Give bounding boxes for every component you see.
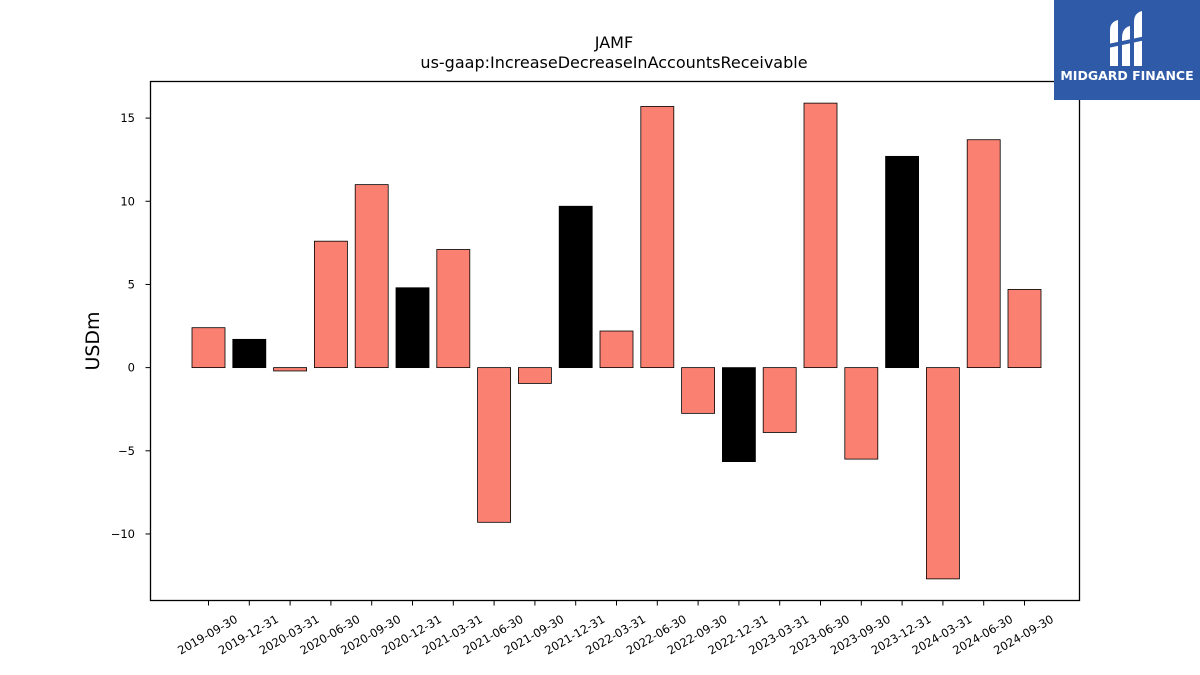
chart-title: JAMF [594, 33, 633, 52]
bar-2019-09-30 [191, 327, 226, 369]
bar-2020-12-31 [395, 287, 430, 369]
bar-2021-06-30 [477, 367, 512, 523]
plot-area-frame [149, 80, 1081, 602]
y-tick-label: −5 [118, 444, 135, 458]
bar-2020-09-30 [354, 184, 389, 369]
y-axis-ticks: 15 10 5 0 −5 −10 [111, 111, 151, 541]
bar-2024-03-31 [926, 367, 960, 580]
logo-text: MIDGARD FINANCE [1060, 68, 1194, 83]
bar-2022-12-31 [722, 367, 756, 463]
y-tick-label: 0 [128, 361, 135, 375]
bar-2023-03-31 [762, 367, 797, 433]
y-tick-label: 10 [120, 194, 135, 208]
chart-subtitle: us-gaap:IncreaseDecreaseInAccountsReceiv… [420, 53, 807, 72]
y-axis-label: USDm [82, 311, 104, 370]
bar-2023-12-31 [885, 155, 919, 369]
x-axis-ticks: 2019-09-302019-12-312020-03-312020-06-30… [175, 600, 1056, 658]
midgard-finance-logo: MIDGARD FINANCE [1054, 0, 1200, 100]
midgard-logo-icon [1108, 11, 1146, 66]
bar-2021-09-30 [518, 367, 552, 384]
bar-2023-09-30 [844, 367, 879, 460]
y-tick-label: −10 [111, 527, 135, 541]
bar-2021-03-31 [436, 249, 471, 369]
y-tick-label: 5 [128, 277, 135, 291]
bar-2020-06-30 [313, 240, 348, 369]
bar-2024-09-30 [1007, 289, 1042, 369]
bars-group [191, 102, 1042, 580]
bar-2020-03-31 [273, 367, 308, 372]
bar-2021-12-31 [558, 205, 593, 369]
bar-2022-09-30 [681, 367, 715, 414]
bar-2023-06-30 [803, 102, 838, 369]
bar-2022-03-31 [599, 330, 634, 369]
y-tick-label: 15 [120, 111, 135, 125]
bar-2022-06-30 [640, 106, 675, 369]
bar-2024-06-30 [966, 139, 1001, 369]
bar-2019-12-31 [232, 338, 267, 369]
